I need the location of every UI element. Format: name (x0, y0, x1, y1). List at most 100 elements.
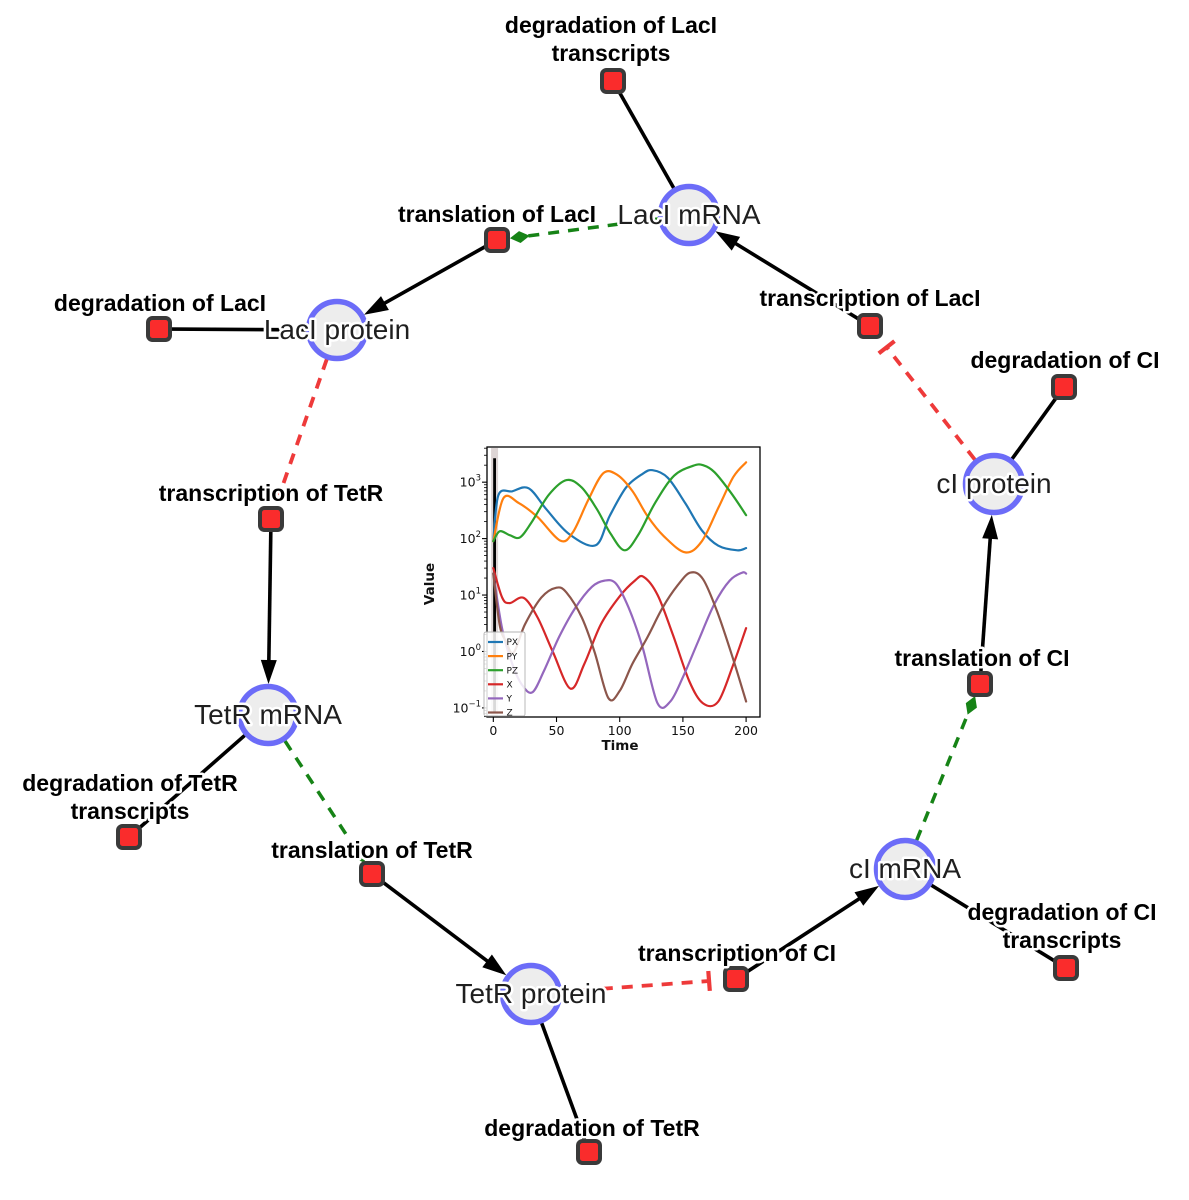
reactant-line (170, 327, 307, 332)
chart-content: 0 50 100 150 200 103 102 101 100 10−1 PX PY PZ XYZ (453, 446, 761, 738)
y-tick-label: 10−1 (453, 699, 481, 715)
legend-label-PX: PX (507, 638, 519, 648)
reaction-label-transl_laci: translation of LacI (398, 201, 596, 227)
reaction-square (857, 313, 883, 339)
species-node-ci_mrna[interactable] (873, 837, 937, 901)
edge-transl_tetr-tetr_protein (381, 880, 507, 976)
x-tick-label: 200 (734, 723, 758, 738)
reactant-line (930, 883, 1057, 964)
edge-ci_mrna-transl_ci (915, 696, 977, 841)
reaction-node-deg_ci_tx[interactable] (1053, 955, 1079, 981)
species-node-laci_mrna[interactable] (657, 183, 721, 247)
edge-laci_mrna-transl_laci (509, 217, 659, 243)
legend-label-PY: PY (507, 652, 518, 662)
reaction-node-deg_tetr_tx[interactable] (116, 824, 142, 850)
reactant-line (136, 734, 246, 831)
reaction-node-transl_laci[interactable] (484, 227, 510, 253)
reaction-square (1051, 374, 1077, 400)
edge-tetr_mrna-transl_tetr (283, 739, 365, 864)
series-curve-PY (492, 461, 748, 554)
edge-tetr_mrna-deg_tetr_tx (136, 734, 246, 831)
reaction-arrow-line (726, 236, 860, 321)
reaction-arrow-line (745, 891, 869, 974)
arrowhead (482, 954, 507, 976)
x-tick-label: 150 (671, 723, 695, 738)
reaction-label-deg_tetr: degradation of TetR (484, 1115, 700, 1141)
reaction-node-deg_tetr[interactable] (576, 1139, 602, 1165)
reaction-node-transl_tetr[interactable] (359, 861, 385, 887)
reaction-square (600, 68, 626, 94)
diamond-arrowhead (353, 846, 365, 864)
chart-y-axis-label: Value (422, 563, 438, 605)
reaction-node-tx_ci[interactable] (723, 966, 749, 992)
reaction-arrow-line (266, 531, 273, 671)
reaction-arrow-line (381, 880, 497, 969)
chart-x-axis-label: Time (601, 738, 638, 754)
arrowhead (715, 231, 741, 251)
diamond-arrowhead (509, 231, 530, 243)
tee-bar (269, 488, 290, 499)
x-tick-label: 50 (549, 723, 565, 738)
inset-timecourse-chart: 0 50 100 150 200 103 102 101 100 10−1 PX PY PZ XYZ Ti… (422, 446, 761, 754)
species-label-tetr_mrna: TetR mRNA (194, 699, 342, 730)
y-tick-label: 100 (460, 643, 481, 659)
species-circle (305, 298, 369, 362)
reaction-square (116, 824, 142, 850)
edges-layer (136, 90, 1059, 1142)
reaction-label-deg_ci: degradation of CI (970, 347, 1159, 373)
legend-label-Y: Y (506, 695, 513, 705)
species-node-laci_protein[interactable] (305, 298, 369, 362)
series-curve-PZ (492, 463, 748, 552)
arrowhead (364, 296, 389, 315)
x-tick-label: 0 (489, 723, 497, 738)
reaction-square (967, 671, 993, 697)
modifier-dashed-line (915, 711, 971, 841)
chart-legend: PX PY PZ XYZ (483, 631, 526, 719)
reaction-label-tx_ci: transcription of CI (638, 940, 836, 966)
reaction-square (258, 506, 284, 532)
reaction-label-deg_ci_tx: degradation of CI (967, 899, 1156, 925)
species-circle (962, 452, 1026, 516)
species-circle (873, 837, 937, 901)
series-curve-X (492, 567, 748, 708)
edge-ci_mrna-deg_ci_tx (930, 883, 1057, 964)
reactant-line (1010, 395, 1059, 460)
species-node-ci_protein[interactable] (962, 452, 1026, 516)
reaction-label-tx_laci: transcription of LacI (759, 285, 980, 311)
reaction-label-deg_tetr_tx: degradation of TetR (22, 770, 238, 796)
reaction-label-deg_laci: degradation of LacI (54, 290, 266, 316)
reaction-label-deg_ci_tx: transcripts (1003, 927, 1122, 953)
reaction-label-transl_ci: translation of CI (894, 645, 1069, 671)
edge-laci_protein-deg_laci (170, 327, 307, 332)
reaction-square (359, 861, 385, 887)
labels-layer: LacI mRNA LacI protein TetR mRNA TetR prote… (20, 10, 1162, 1144)
reaction-node-deg_laci[interactable] (146, 316, 172, 342)
inhibition-dashed-line (885, 346, 977, 461)
species-label-ci_protein: cI protein (936, 468, 1051, 499)
edge-transl_ci-ci_protein (979, 514, 999, 672)
arrowhead (260, 659, 277, 684)
inhibition-dashed-line (278, 358, 329, 495)
reaction-label-deg_tetr_tx: transcripts (71, 798, 190, 824)
species-node-tetr_protein[interactable] (499, 962, 563, 1026)
reaction-node-deg_laci_tx[interactable] (600, 68, 626, 94)
edge-tetr_protein-deg_tetr (539, 1022, 587, 1142)
reaction-label-tx_tetr: transcription of TetR (159, 480, 384, 506)
species-circle (657, 183, 721, 247)
species-node-tetr_mrna[interactable] (236, 683, 300, 747)
reactant-line (617, 90, 676, 189)
edge-tx_ci-ci_mrna (745, 885, 879, 974)
reaction-node-tx_laci[interactable] (857, 313, 883, 339)
reaction-node-transl_ci[interactable] (967, 671, 993, 697)
reaction-node-deg_ci[interactable] (1051, 374, 1077, 400)
nodes-layer (116, 68, 1079, 1165)
reaction-square (146, 316, 172, 342)
species-circle (236, 683, 300, 747)
y-tick-label: 102 (460, 530, 481, 546)
legend-label-X: X (507, 681, 513, 691)
arrowhead (982, 514, 999, 540)
edge-transl_laci-laci_protein (364, 244, 487, 315)
edge-laci_protein-tx_tetr (269, 358, 329, 499)
y-tick-label: 103 (460, 474, 481, 490)
reaction-node-tx_tetr[interactable] (258, 506, 284, 532)
